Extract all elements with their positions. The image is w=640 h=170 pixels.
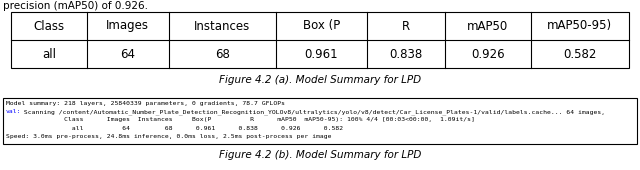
Text: 0.926: 0.926 xyxy=(471,47,504,61)
Text: Speed: 3.0ms pre-process, 24.8ms inference, 0.0ms loss, 2.5ms post-process per i: Speed: 3.0ms pre-process, 24.8ms inferen… xyxy=(6,134,332,139)
Text: R: R xyxy=(402,20,410,32)
Text: Figure 4.2 (b). Model Summary for LPD: Figure 4.2 (b). Model Summary for LPD xyxy=(219,150,421,160)
Text: all          64         68      0.961      0.838      0.926      0.582: all 64 68 0.961 0.838 0.926 0.582 xyxy=(6,126,343,131)
Text: Images: Images xyxy=(106,20,149,32)
Text: val:: val: xyxy=(6,109,22,114)
Text: Model summary: 218 layers, 25840339 parameters, 0 gradients, 78.7 GFLOPs: Model summary: 218 layers, 25840339 para… xyxy=(6,101,285,106)
Text: Box (P: Box (P xyxy=(303,20,340,32)
Text: Class      Images  Instances     Box(P          R      mAP50  mAP50-95): 100% 4/: Class Images Instances Box(P R mAP50 mAP… xyxy=(6,117,475,122)
Text: 68: 68 xyxy=(215,47,230,61)
Text: 0.961: 0.961 xyxy=(305,47,338,61)
Bar xyxy=(3,98,637,144)
Text: mAP50-95): mAP50-95) xyxy=(547,20,612,32)
Bar xyxy=(11,12,629,68)
Text: Class: Class xyxy=(33,20,65,32)
Text: precision (mAP50) of 0.926.: precision (mAP50) of 0.926. xyxy=(3,1,148,11)
Text: 0.582: 0.582 xyxy=(563,47,596,61)
Text: Instances: Instances xyxy=(194,20,250,32)
Text: all: all xyxy=(42,47,56,61)
Text: 64: 64 xyxy=(120,47,135,61)
Text: Figure 4.2 (a). Model Summary for LPD: Figure 4.2 (a). Model Summary for LPD xyxy=(219,75,421,85)
Text: mAP50: mAP50 xyxy=(467,20,508,32)
Text: 0.838: 0.838 xyxy=(389,47,422,61)
Text: Scanning /content/Automatic_Number_Plate_Detection_Recognition_YOLOv8/ultralytic: Scanning /content/Automatic_Number_Plate… xyxy=(19,109,605,115)
